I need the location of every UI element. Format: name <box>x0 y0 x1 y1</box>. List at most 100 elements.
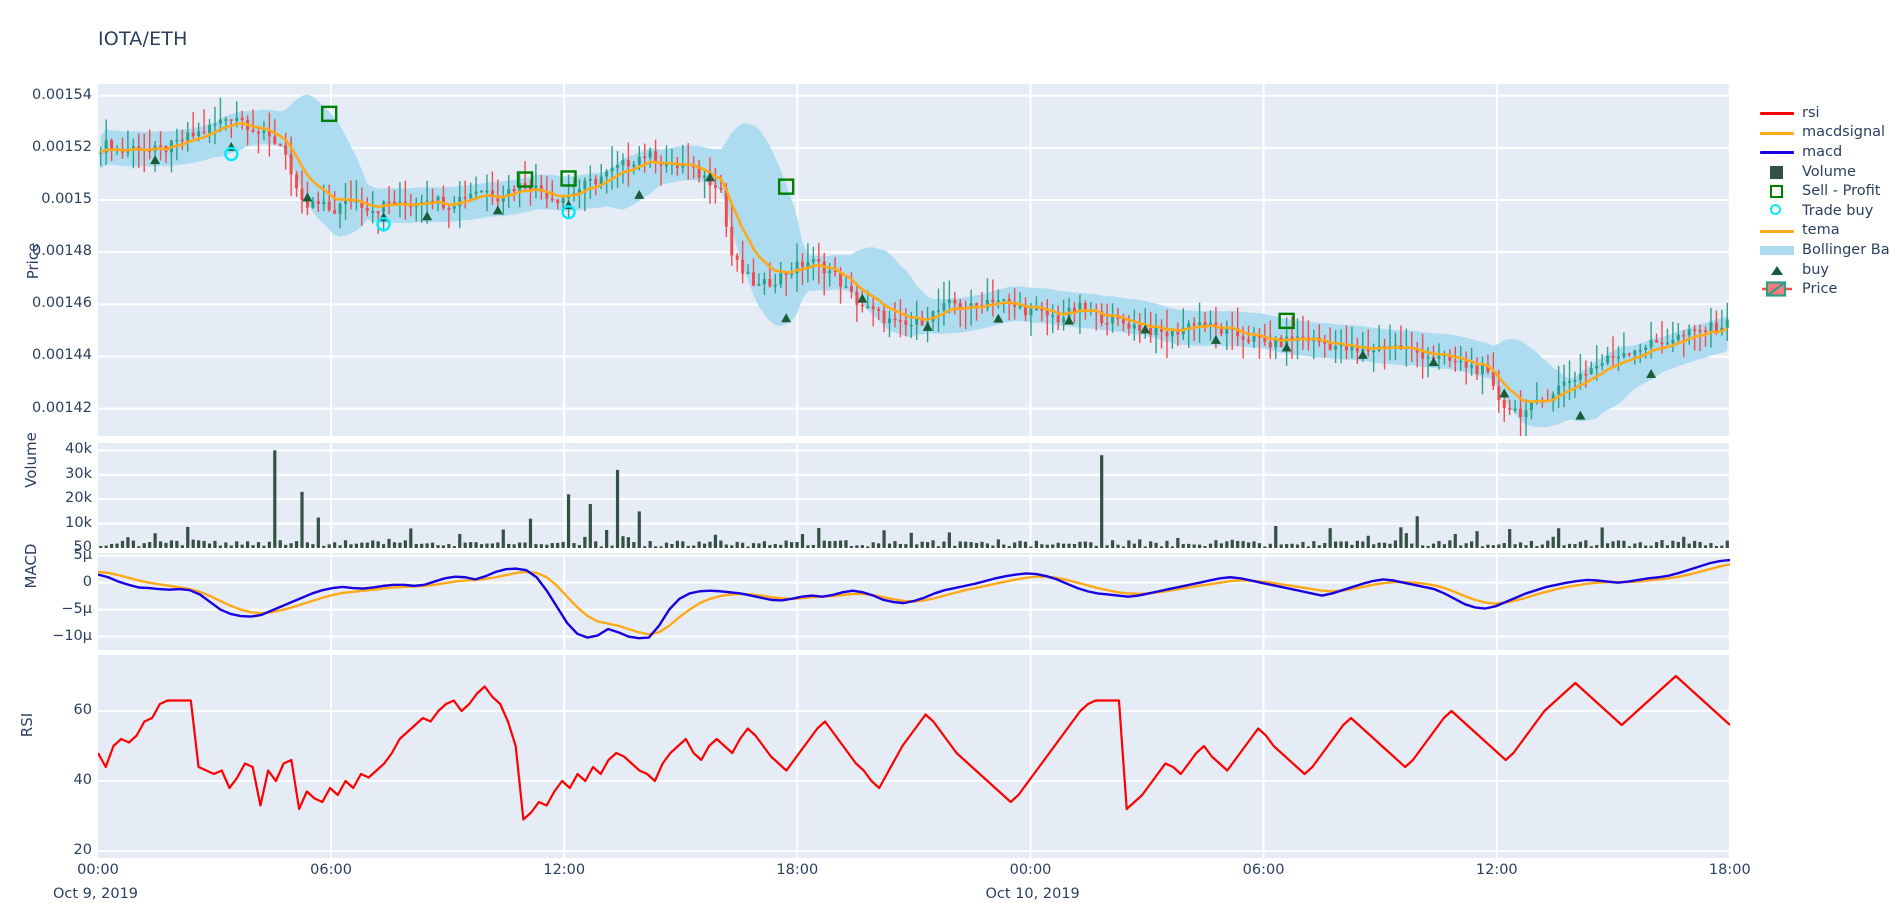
buy-marker <box>1281 342 1292 352</box>
rsi-ytick: 40 <box>73 772 92 788</box>
buy-marker <box>1357 349 1368 359</box>
band-icon <box>1758 240 1796 260</box>
line-icon <box>1758 142 1796 162</box>
legend-item-buy[interactable]: buy <box>1758 260 1888 280</box>
x-axis-tick: 06:00 <box>1242 862 1285 878</box>
legend-item-sell-profit[interactable]: Sell - Profit <box>1758 181 1888 201</box>
macd-ytick: 0 <box>82 573 92 590</box>
rsi-ytick: 60 <box>73 702 92 718</box>
page-title: IOTA/ETH <box>98 28 188 50</box>
rsi-line <box>98 674 1730 821</box>
trade-buy-marker <box>224 146 239 162</box>
volume-chart-panel[interactable] <box>98 443 1730 548</box>
macd-chart-panel[interactable] <box>98 553 1730 650</box>
buy-marker <box>922 321 933 331</box>
legend-item-label: buy <box>1802 261 1829 278</box>
sell-profit-marker <box>560 170 577 187</box>
x-axis-date-label: Oct 9, 2019 <box>53 886 139 902</box>
sell-profit-marker <box>320 105 338 123</box>
buy-marker <box>1646 368 1657 378</box>
x-axis-tick: 06:00 <box>310 862 352 878</box>
sell-profit-marker <box>1278 312 1295 330</box>
price-ytick: 0.00152 <box>32 138 92 155</box>
legend-item-label: macd <box>1802 143 1843 160</box>
legend-item-label: Sell - Profit <box>1802 183 1881 200</box>
legend-item-label: Price <box>1802 281 1838 298</box>
legend-item-bollinger-band[interactable]: Bollinger Band <box>1758 240 1890 260</box>
macd-ytick: −10μ <box>52 627 92 644</box>
price-ytick: 0.00142 <box>32 399 92 416</box>
buy-marker <box>302 192 313 202</box>
x-axis-tick: 18:00 <box>1708 862 1751 878</box>
macd-line <box>98 558 1730 640</box>
macd-ytick: 5μ <box>73 546 92 563</box>
buy-marker <box>634 189 645 199</box>
volume-ytick: 40k <box>65 441 92 458</box>
macd-axis-title: MACD <box>22 543 40 589</box>
candlestick-icon <box>1758 279 1796 299</box>
legend-item-macdsignal[interactable]: macdsignal <box>1758 123 1888 143</box>
volume-axis-title: Volume <box>22 432 40 488</box>
macd-ytick: −5μ <box>61 600 92 617</box>
legend-item-label: Trade buy <box>1802 202 1874 219</box>
buy-marker <box>781 313 792 323</box>
legend-item-label: tema <box>1802 222 1840 239</box>
sell-profit-marker <box>516 171 534 188</box>
price-ytick: 0.00146 <box>32 295 92 312</box>
buy-marker <box>150 155 161 165</box>
buy-marker <box>1140 324 1151 334</box>
legend-item-volume[interactable]: Volume <box>1758 162 1888 182</box>
legend-item-price[interactable]: Price <box>1758 279 1888 299</box>
buy-marker <box>492 205 503 215</box>
bollinger-band <box>100 94 1728 428</box>
price-axis-title: Price <box>24 242 42 280</box>
legend-item-rsi[interactable]: rsi <box>1758 103 1888 123</box>
price-ytick: 0.00144 <box>32 347 92 364</box>
buy-marker <box>422 211 433 221</box>
x-axis-tick: 12:00 <box>1475 862 1518 878</box>
x-axis-date-label: Oct 10, 2019 <box>985 886 1080 902</box>
rsi-chart-panel[interactable] <box>98 655 1730 858</box>
rsi-axis-title: RSI <box>18 712 36 738</box>
buy-marker <box>1575 410 1586 420</box>
x-axis-tick: 00:00 <box>77 862 119 878</box>
x-axis-tick: 00:00 <box>1009 862 1052 878</box>
trade-buy-marker <box>561 204 576 220</box>
line-icon <box>1758 123 1796 143</box>
line-icon <box>1758 221 1796 241</box>
tema-line <box>100 121 1728 403</box>
trade-buy-marker <box>376 217 391 232</box>
x-axis-tick: 18:00 <box>776 862 819 878</box>
square-filled-icon <box>1758 162 1796 182</box>
volume-bars <box>99 450 1729 548</box>
buy-marker <box>1499 388 1510 398</box>
sell-profit-marker <box>777 178 795 195</box>
volume-ytick: 20k <box>65 490 92 507</box>
rsi-ytick: 20 <box>73 842 92 858</box>
legend-item-trade-buy[interactable]: Trade buy <box>1758 201 1888 221</box>
legend-item-label: rsi <box>1802 104 1820 121</box>
line-icon <box>1758 103 1796 123</box>
buy-marker <box>993 313 1004 323</box>
triangle-up-icon <box>1758 260 1796 280</box>
buy-marker <box>1428 357 1439 367</box>
legend-item-label: Bollinger Band <box>1802 241 1890 258</box>
legend-item-label: macdsignal <box>1802 124 1886 141</box>
legend-item-label: Volume <box>1802 163 1856 180</box>
price-ytick: 0.00148 <box>32 243 92 260</box>
buy-marker <box>857 293 868 303</box>
volume-ytick: 30k <box>65 465 92 482</box>
price-ytick: 0.0015 <box>41 191 92 208</box>
chart-legend[interactable]: rsi macdsignal macd Volume Sell - Profit Trad… <box>1758 103 1890 299</box>
price-ytick: 0.00154 <box>32 86 92 103</box>
legend-item-tema[interactable]: tema <box>1758 221 1888 241</box>
circle-open-icon <box>1758 201 1796 221</box>
macdsignal-line <box>98 563 1730 636</box>
buy-marker <box>705 172 715 182</box>
x-axis-tick: 12:00 <box>543 862 586 878</box>
square-open-icon <box>1758 181 1796 201</box>
buy-marker <box>1064 315 1075 325</box>
legend-item-macd[interactable]: macd <box>1758 142 1888 162</box>
price-chart-panel[interactable] <box>98 84 1730 436</box>
volume-ytick: 10k <box>65 514 92 531</box>
